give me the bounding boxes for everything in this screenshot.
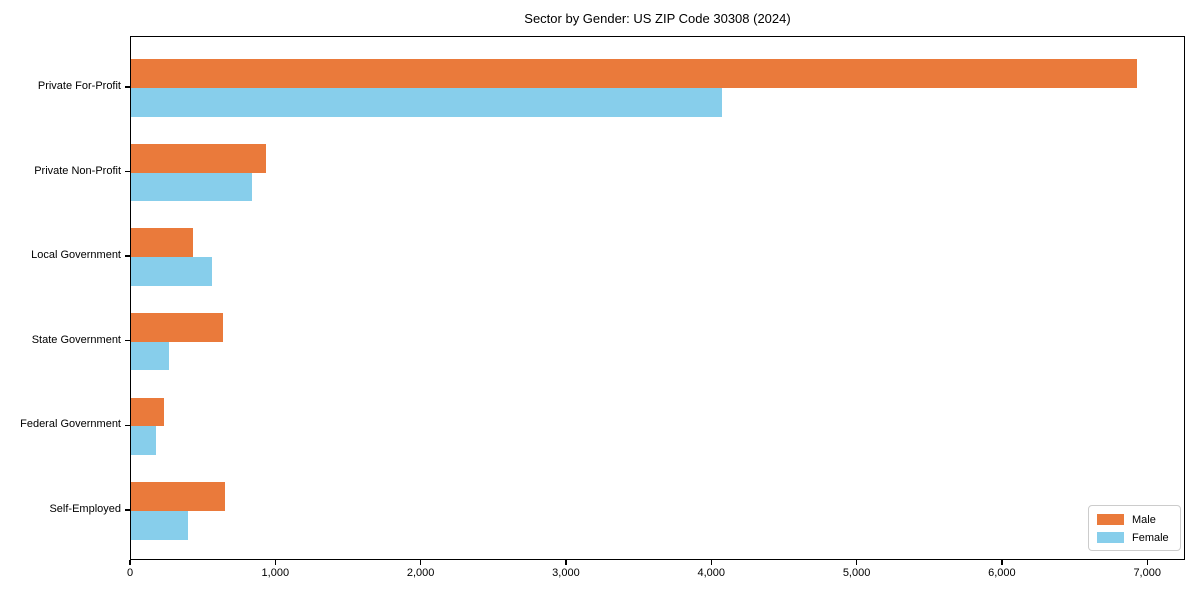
legend-entry-male: Male — [1097, 512, 1172, 527]
y-tick-self-employed — [125, 509, 130, 511]
y-axis-label-self-employed: Self-Employed — [49, 502, 121, 515]
x-tick-label-7000: 7,000 — [1133, 567, 1161, 579]
bar-female-federal-government — [131, 426, 156, 455]
x-tick-label-3000: 3,000 — [552, 567, 580, 579]
legend-entry-female: Female — [1097, 530, 1172, 545]
y-tick-private-for-profit — [125, 86, 130, 88]
x-tick-label-2000: 2,000 — [406, 567, 435, 579]
bar-female-self-employed — [131, 510, 188, 540]
bar-male-self-employed — [131, 482, 226, 511]
legend-label-male: Male — [1132, 513, 1156, 526]
x-tick-2000 — [419, 560, 422, 565]
bar-female-private-non-profit — [131, 172, 252, 202]
x-tick-label-0: 0 — [126, 567, 134, 579]
bar-male-state-government — [131, 313, 223, 342]
x-tick-label-6000: 6,000 — [988, 567, 1016, 579]
x-tick-0 — [129, 560, 131, 565]
legend: Male Female — [1088, 505, 1181, 551]
chart-title: Sector by Gender: US ZIP Code 30308 (202… — [524, 11, 791, 26]
y-axis-label-state-government: State Government — [31, 333, 121, 346]
legend-label-female: Female — [1132, 531, 1169, 544]
y-axis-label-federal-government: Federal Government — [20, 418, 121, 431]
x-tick-3000 — [565, 560, 567, 565]
plot-area — [130, 36, 1185, 560]
y-axis-label-private-non-profit: Private Non-Profit — [34, 164, 121, 177]
y-tick-private-non-profit — [125, 170, 130, 173]
y-axis-label-local-government: Local Government — [31, 249, 121, 262]
female-color-swatch — [1097, 532, 1124, 543]
bar-female-local-government — [131, 257, 213, 286]
x-tick-label-4000: 4,000 — [697, 567, 726, 579]
x-tick-1000 — [274, 560, 276, 565]
x-tick-7000 — [1146, 560, 1148, 565]
x-tick-label-1000: 1,000 — [261, 567, 290, 579]
bar-male-private-for-profit — [131, 59, 1137, 88]
bar-female-private-for-profit — [131, 88, 723, 117]
x-tick-6000 — [1001, 560, 1003, 565]
y-tick-state-government — [125, 340, 130, 342]
bar-male-local-government — [131, 228, 194, 258]
bar-female-state-government — [131, 341, 169, 371]
x-tick-4000 — [710, 560, 712, 565]
male-color-swatch — [1097, 514, 1124, 525]
bar-male-federal-government — [131, 397, 165, 427]
x-tick-5000 — [855, 560, 858, 565]
bar-male-private-non-profit — [131, 143, 267, 173]
y-tick-local-government — [125, 255, 130, 257]
x-tick-label-5000: 5,000 — [842, 567, 871, 579]
y-axis-label-private-for-profit: Private For-Profit — [37, 80, 121, 92]
y-tick-federal-government — [125, 424, 130, 426]
